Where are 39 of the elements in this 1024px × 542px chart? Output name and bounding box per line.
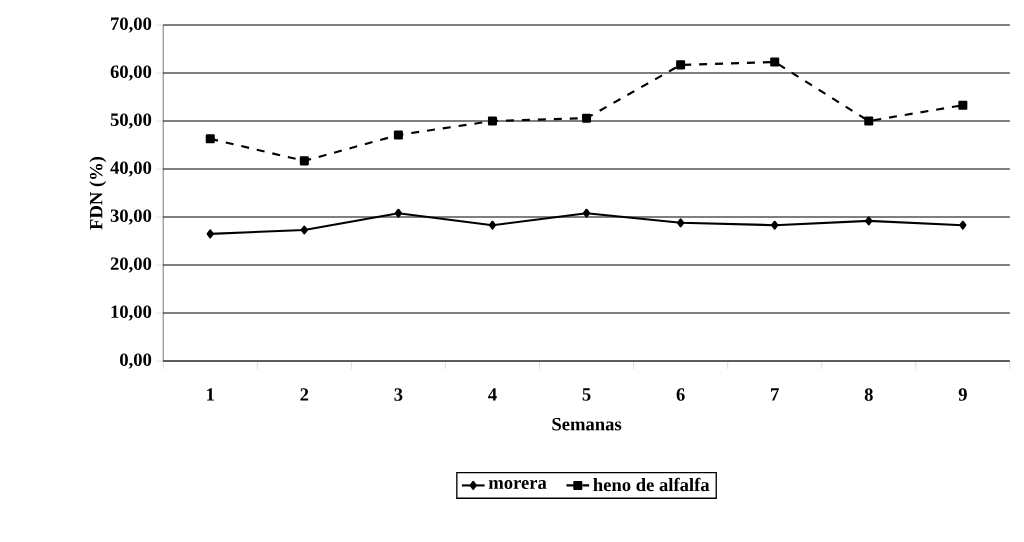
point <box>959 220 967 230</box>
point <box>676 218 685 228</box>
y-tick-label: 30,00 <box>110 209 152 225</box>
point <box>487 116 497 126</box>
y-axis-title: FDN (%) <box>89 156 107 230</box>
point <box>771 220 779 230</box>
point <box>676 60 686 70</box>
x-axis-title: Semanas <box>552 417 622 431</box>
point <box>770 57 780 67</box>
point <box>488 220 497 230</box>
y-tick-label: 40,00 <box>110 161 152 177</box>
x-tick-label: 3 <box>394 388 403 401</box>
y-tick-label: 0,00 <box>120 353 152 369</box>
x-tick-label: 2 <box>300 388 309 401</box>
point <box>299 156 309 166</box>
x-tick-label: 4 <box>488 388 497 401</box>
x-tick-label: 5 <box>582 388 591 401</box>
point <box>393 130 403 140</box>
point <box>300 225 308 235</box>
y-tick-label: 50,00 <box>110 113 152 129</box>
legend-label: morera <box>488 480 547 490</box>
point <box>394 208 403 218</box>
point <box>582 113 592 123</box>
x-tick-label: 8 <box>864 388 873 401</box>
point <box>865 216 873 226</box>
point <box>958 100 968 110</box>
point <box>205 134 215 144</box>
y-tick-label: 60,00 <box>110 65 152 81</box>
point <box>206 229 214 239</box>
x-tick-label: 9 <box>958 388 967 401</box>
legend-label: heno de alfalfa <box>593 477 710 492</box>
y-tick-label: 10,00 <box>111 305 152 321</box>
x-tick-label: 6 <box>676 388 685 401</box>
y-tick-label: 20,00 <box>110 257 152 273</box>
point <box>582 208 591 218</box>
x-tick-label: 7 <box>771 388 779 401</box>
point <box>864 116 874 126</box>
y-tick-label: 70,00 <box>111 17 152 33</box>
x-tick-label: 1 <box>207 388 214 401</box>
